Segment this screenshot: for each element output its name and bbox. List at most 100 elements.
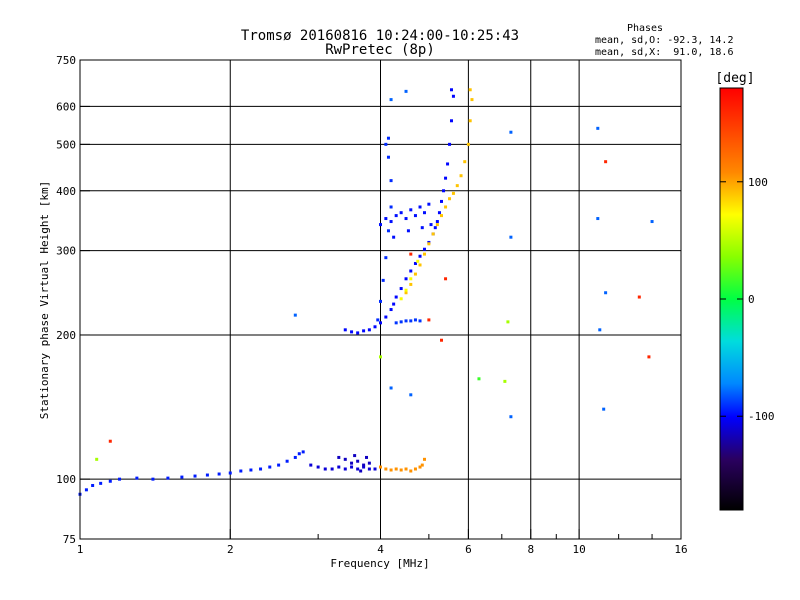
- data-point: [376, 318, 380, 322]
- data-point: [91, 483, 95, 487]
- data-point: [449, 88, 453, 92]
- data-point: [427, 202, 431, 206]
- data-point: [379, 223, 382, 227]
- y-tick-label: 75: [63, 533, 76, 546]
- data-points: [78, 88, 654, 496]
- data-point: [435, 223, 439, 227]
- data-point: [356, 467, 360, 471]
- data-point: [413, 214, 417, 218]
- data-point: [386, 229, 390, 233]
- data-point: [420, 226, 424, 230]
- x-axis-ticks: 1 2 4 6 8 10 16: [77, 529, 688, 556]
- data-point: [455, 184, 459, 188]
- data-point: [384, 467, 388, 471]
- data-point: [379, 299, 382, 303]
- data-point: [268, 465, 272, 469]
- data-point: [362, 463, 366, 467]
- data-point: [217, 472, 221, 476]
- data-point: [459, 174, 463, 178]
- data-point: [598, 328, 602, 332]
- data-point: [373, 467, 377, 471]
- data-point: [637, 295, 641, 299]
- y-tick-label: 200: [56, 329, 76, 342]
- data-point: [404, 89, 408, 93]
- colorbar-ticks: 100 0 -100: [720, 176, 775, 423]
- colorbar-tick-label: 100: [748, 176, 768, 189]
- data-point: [647, 355, 651, 359]
- data-point: [422, 457, 426, 461]
- data-point: [409, 208, 413, 212]
- data-point: [379, 321, 382, 325]
- data-point: [466, 142, 470, 146]
- data-point: [420, 463, 424, 467]
- data-point: [399, 297, 403, 301]
- data-point: [118, 477, 122, 481]
- data-point: [259, 467, 263, 471]
- data-point: [309, 463, 313, 467]
- data-point: [413, 318, 417, 322]
- data-point: [503, 379, 507, 383]
- data-point: [392, 235, 396, 239]
- phases-o-mean: mean, sd,O: -92.3, 14.2: [595, 35, 733, 46]
- data-point: [277, 463, 281, 467]
- data-point: [205, 473, 209, 477]
- data-point: [135, 476, 139, 480]
- data-point: [353, 454, 357, 458]
- data-point: [84, 488, 88, 492]
- data-point: [509, 415, 513, 419]
- data-point: [463, 160, 467, 164]
- data-point: [409, 277, 413, 281]
- data-point: [386, 136, 390, 140]
- data-point: [180, 475, 184, 479]
- data-point: [422, 252, 426, 256]
- data-point: [440, 199, 444, 203]
- data-point: [337, 455, 341, 459]
- plot-area: [78, 59, 682, 540]
- data-point: [285, 459, 289, 463]
- data-point: [442, 189, 446, 193]
- y-tick-label: 600: [56, 100, 76, 113]
- x-tick-label: 2: [227, 543, 234, 556]
- data-point: [406, 229, 410, 233]
- grid-lines: [80, 60, 681, 539]
- phases-x-mean: mean, sd,X: 91.0, 18.6: [595, 47, 733, 58]
- data-point: [389, 468, 393, 472]
- data-point: [399, 287, 403, 291]
- data-point: [413, 261, 417, 265]
- data-point: [418, 319, 422, 323]
- data-point: [293, 455, 297, 459]
- data-point: [367, 328, 371, 332]
- data-point: [427, 318, 431, 322]
- data-point: [389, 308, 393, 312]
- x-tick-label: 8: [527, 543, 534, 556]
- y-axis-label: Stationary phase Virtual Height [km]: [38, 181, 51, 419]
- data-point: [413, 272, 417, 276]
- data-point: [367, 467, 371, 471]
- data-point: [389, 205, 393, 209]
- data-point: [418, 205, 422, 209]
- data-point: [365, 455, 369, 459]
- data-point: [444, 277, 448, 281]
- data-point: [350, 330, 354, 334]
- data-point: [418, 465, 422, 469]
- data-point: [604, 291, 608, 295]
- data-point: [409, 282, 413, 286]
- data-point: [427, 242, 431, 246]
- data-point: [431, 232, 435, 236]
- data-point: [604, 160, 608, 164]
- y-tick-label: 100: [56, 473, 76, 486]
- data-point: [359, 469, 363, 473]
- data-point: [350, 461, 354, 465]
- y-tick-label: 500: [56, 138, 76, 151]
- y-tick-label: 400: [56, 185, 76, 198]
- data-point: [451, 94, 455, 98]
- data-point: [228, 471, 232, 475]
- data-point: [389, 220, 393, 224]
- x-axis-label: Frequency [MHz]: [330, 557, 429, 570]
- x-tick-label: 16: [674, 543, 687, 556]
- data-point: [379, 465, 382, 469]
- data-point: [470, 98, 474, 102]
- data-point: [650, 220, 654, 224]
- data-point: [392, 302, 396, 306]
- x-tick-label: 4: [377, 543, 384, 556]
